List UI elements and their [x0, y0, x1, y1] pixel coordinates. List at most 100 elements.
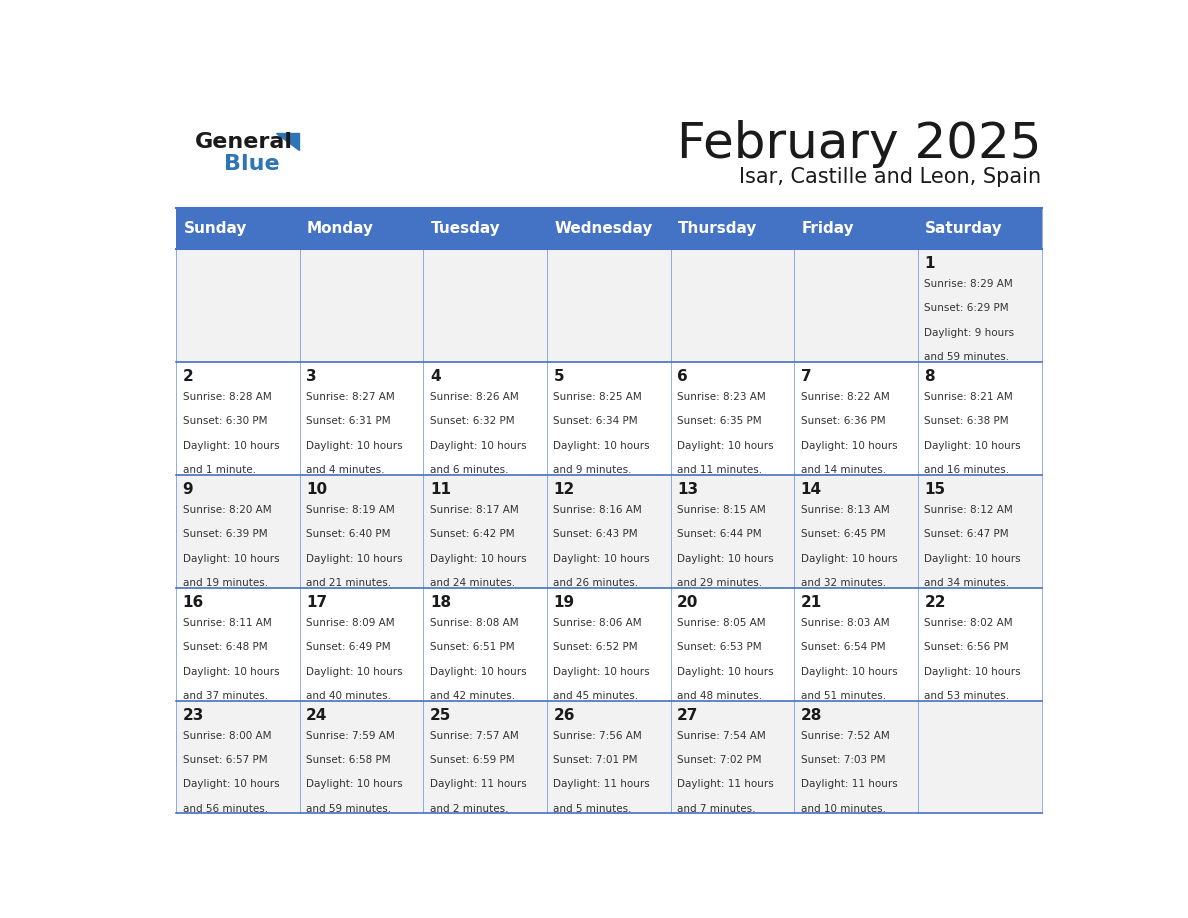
- Bar: [671, 588, 795, 700]
- Text: 19: 19: [554, 595, 575, 610]
- Text: and 19 minutes.: and 19 minutes.: [183, 577, 267, 588]
- Text: Sunset: 6:34 PM: Sunset: 6:34 PM: [554, 417, 638, 426]
- Bar: [671, 475, 795, 588]
- Text: Daylight: 10 hours: Daylight: 10 hours: [183, 779, 279, 789]
- Text: and 59 minutes.: and 59 minutes.: [924, 352, 1010, 362]
- Text: Daylight: 10 hours: Daylight: 10 hours: [801, 666, 897, 677]
- Text: 6: 6: [677, 369, 688, 384]
- Text: and 40 minutes.: and 40 minutes.: [307, 691, 391, 700]
- Text: and 2 minutes.: and 2 minutes.: [430, 804, 508, 813]
- Text: 22: 22: [924, 595, 946, 610]
- Text: and 34 minutes.: and 34 minutes.: [924, 577, 1010, 588]
- Text: Sunrise: 8:17 AM: Sunrise: 8:17 AM: [430, 505, 519, 515]
- Text: Friday: Friday: [802, 220, 854, 236]
- Bar: [546, 249, 671, 362]
- Text: Thursday: Thursday: [678, 220, 758, 236]
- Bar: [423, 475, 546, 588]
- Bar: [918, 588, 1042, 700]
- Text: Daylight: 10 hours: Daylight: 10 hours: [307, 554, 403, 564]
- Text: 2: 2: [183, 369, 194, 384]
- Bar: [176, 362, 299, 475]
- Text: Daylight: 10 hours: Daylight: 10 hours: [307, 441, 403, 451]
- Bar: [176, 700, 299, 813]
- Bar: [423, 207, 546, 249]
- Text: Daylight: 11 hours: Daylight: 11 hours: [554, 779, 650, 789]
- Bar: [176, 249, 299, 362]
- Bar: [299, 588, 423, 700]
- Text: 15: 15: [924, 482, 946, 497]
- Text: 28: 28: [801, 708, 822, 722]
- Text: Daylight: 10 hours: Daylight: 10 hours: [183, 441, 279, 451]
- Bar: [918, 700, 1042, 813]
- Text: Daylight: 10 hours: Daylight: 10 hours: [924, 554, 1020, 564]
- Text: 8: 8: [924, 369, 935, 384]
- Text: Sunset: 6:40 PM: Sunset: 6:40 PM: [307, 530, 391, 539]
- Text: Sunrise: 7:54 AM: Sunrise: 7:54 AM: [677, 731, 766, 741]
- Bar: [299, 475, 423, 588]
- Text: 13: 13: [677, 482, 699, 497]
- Text: and 53 minutes.: and 53 minutes.: [924, 691, 1010, 700]
- Text: and 5 minutes.: and 5 minutes.: [554, 804, 632, 813]
- Text: Sunset: 6:52 PM: Sunset: 6:52 PM: [554, 643, 638, 653]
- Bar: [423, 700, 546, 813]
- Bar: [546, 475, 671, 588]
- Text: Sunrise: 8:09 AM: Sunrise: 8:09 AM: [307, 618, 394, 628]
- Text: 20: 20: [677, 595, 699, 610]
- Text: Daylight: 10 hours: Daylight: 10 hours: [924, 441, 1020, 451]
- Text: Sunset: 6:44 PM: Sunset: 6:44 PM: [677, 530, 762, 539]
- Text: and 59 minutes.: and 59 minutes.: [307, 804, 391, 813]
- Bar: [423, 249, 546, 362]
- Text: Sunset: 6:31 PM: Sunset: 6:31 PM: [307, 417, 391, 426]
- Bar: [918, 362, 1042, 475]
- Text: 1: 1: [924, 256, 935, 271]
- Bar: [671, 249, 795, 362]
- Text: and 29 minutes.: and 29 minutes.: [677, 577, 763, 588]
- Bar: [176, 475, 299, 588]
- Bar: [671, 362, 795, 475]
- Text: and 32 minutes.: and 32 minutes.: [801, 577, 886, 588]
- Text: Sunset: 6:58 PM: Sunset: 6:58 PM: [307, 756, 391, 766]
- Text: and 4 minutes.: and 4 minutes.: [307, 465, 385, 475]
- Bar: [795, 207, 918, 249]
- Text: Sunrise: 8:23 AM: Sunrise: 8:23 AM: [677, 392, 766, 402]
- Text: and 6 minutes.: and 6 minutes.: [430, 465, 508, 475]
- Text: Sunrise: 8:25 AM: Sunrise: 8:25 AM: [554, 392, 643, 402]
- Text: Sunrise: 8:12 AM: Sunrise: 8:12 AM: [924, 505, 1013, 515]
- Bar: [546, 588, 671, 700]
- Text: Sunrise: 8:27 AM: Sunrise: 8:27 AM: [307, 392, 394, 402]
- Text: Sunrise: 8:08 AM: Sunrise: 8:08 AM: [430, 618, 518, 628]
- Text: Daylight: 9 hours: Daylight: 9 hours: [924, 328, 1015, 338]
- Text: Sunrise: 8:16 AM: Sunrise: 8:16 AM: [554, 505, 643, 515]
- Bar: [918, 249, 1042, 362]
- Text: Sunset: 6:36 PM: Sunset: 6:36 PM: [801, 417, 885, 426]
- Text: Sunset: 6:32 PM: Sunset: 6:32 PM: [430, 417, 514, 426]
- Text: 18: 18: [430, 595, 451, 610]
- Text: February 2025: February 2025: [677, 120, 1042, 168]
- Text: and 37 minutes.: and 37 minutes.: [183, 691, 267, 700]
- Text: Daylight: 10 hours: Daylight: 10 hours: [801, 441, 897, 451]
- Text: 10: 10: [307, 482, 328, 497]
- Text: 21: 21: [801, 595, 822, 610]
- Text: Daylight: 10 hours: Daylight: 10 hours: [307, 666, 403, 677]
- Text: 12: 12: [554, 482, 575, 497]
- Text: Daylight: 10 hours: Daylight: 10 hours: [554, 441, 650, 451]
- Text: Daylight: 10 hours: Daylight: 10 hours: [801, 554, 897, 564]
- Text: and 51 minutes.: and 51 minutes.: [801, 691, 886, 700]
- Text: Sunset: 6:42 PM: Sunset: 6:42 PM: [430, 530, 514, 539]
- Text: Sunrise: 8:05 AM: Sunrise: 8:05 AM: [677, 618, 766, 628]
- Text: and 14 minutes.: and 14 minutes.: [801, 465, 886, 475]
- Text: Monday: Monday: [308, 220, 374, 236]
- Text: Sunset: 6:49 PM: Sunset: 6:49 PM: [307, 643, 391, 653]
- Text: Sunrise: 7:52 AM: Sunrise: 7:52 AM: [801, 731, 890, 741]
- Text: Daylight: 10 hours: Daylight: 10 hours: [183, 554, 279, 564]
- Text: and 26 minutes.: and 26 minutes.: [554, 577, 639, 588]
- Text: Sunset: 7:03 PM: Sunset: 7:03 PM: [801, 756, 885, 766]
- Text: Daylight: 11 hours: Daylight: 11 hours: [430, 779, 526, 789]
- Text: Wednesday: Wednesday: [555, 220, 652, 236]
- Text: Blue: Blue: [225, 154, 279, 174]
- Text: 25: 25: [430, 708, 451, 722]
- Text: and 24 minutes.: and 24 minutes.: [430, 577, 514, 588]
- Text: 23: 23: [183, 708, 204, 722]
- Text: Daylight: 10 hours: Daylight: 10 hours: [554, 666, 650, 677]
- Text: Sunset: 6:43 PM: Sunset: 6:43 PM: [554, 530, 638, 539]
